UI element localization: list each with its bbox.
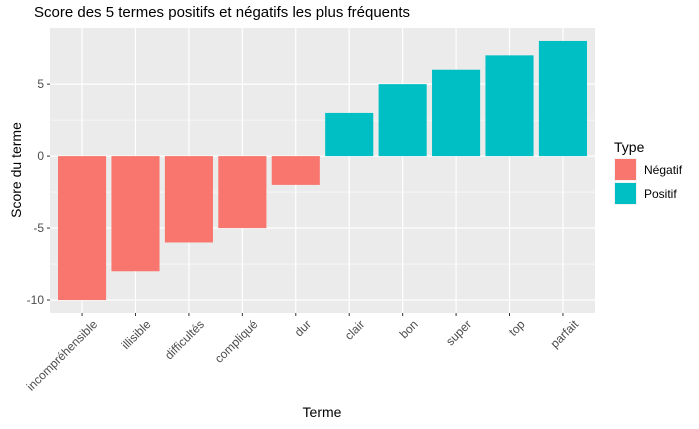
y-axis: -10 -5 0 5 [27, 77, 50, 307]
bar-dur [271, 156, 320, 185]
bar-super [432, 69, 481, 157]
y-tick-label: 0 [37, 149, 44, 163]
x-tick-label: compliqué [212, 317, 261, 366]
x-tick-label: illisible [119, 317, 154, 352]
bar-illisible [111, 156, 160, 272]
bar-clair [325, 112, 374, 157]
x-tick-label: dur [292, 317, 314, 339]
x-axis-title: Terme [303, 404, 342, 420]
legend-label: Négatif [644, 163, 683, 177]
bar-top [485, 55, 534, 157]
legend: Type Négatif Positif [614, 139, 683, 205]
x-tick-label: super [443, 317, 474, 348]
bar-difficultés [164, 156, 213, 243]
bars [58, 40, 587, 301]
x-tick-label: clair [342, 317, 367, 342]
legend-label: Positif [644, 187, 677, 201]
x-tick-label: difficultés [162, 317, 207, 362]
bar-parfait [538, 40, 587, 157]
bar-compliqué [218, 156, 267, 229]
y-tick-label: -10 [27, 293, 45, 307]
x-tick-label: bon [397, 317, 421, 341]
x-tick-label: incompréhensible [24, 317, 101, 394]
legend-title: Type [614, 139, 645, 155]
x-tick-label: top [506, 317, 528, 339]
chart-title: Score des 5 termes positifs et négatifs … [34, 4, 410, 21]
bar-bon [378, 84, 427, 157]
y-tick-label: 5 [37, 77, 44, 91]
legend-swatch-Négatif [615, 159, 636, 180]
bar-incompréhensible [58, 156, 107, 301]
x-tick-label: parfait [548, 317, 582, 351]
y-tick-label: -5 [33, 221, 44, 235]
y-axis-title: Score du terme [8, 122, 24, 218]
legend-swatch-Positif [615, 183, 636, 204]
x-axis: incompréhensible illisible difficultés comp… [24, 313, 582, 394]
